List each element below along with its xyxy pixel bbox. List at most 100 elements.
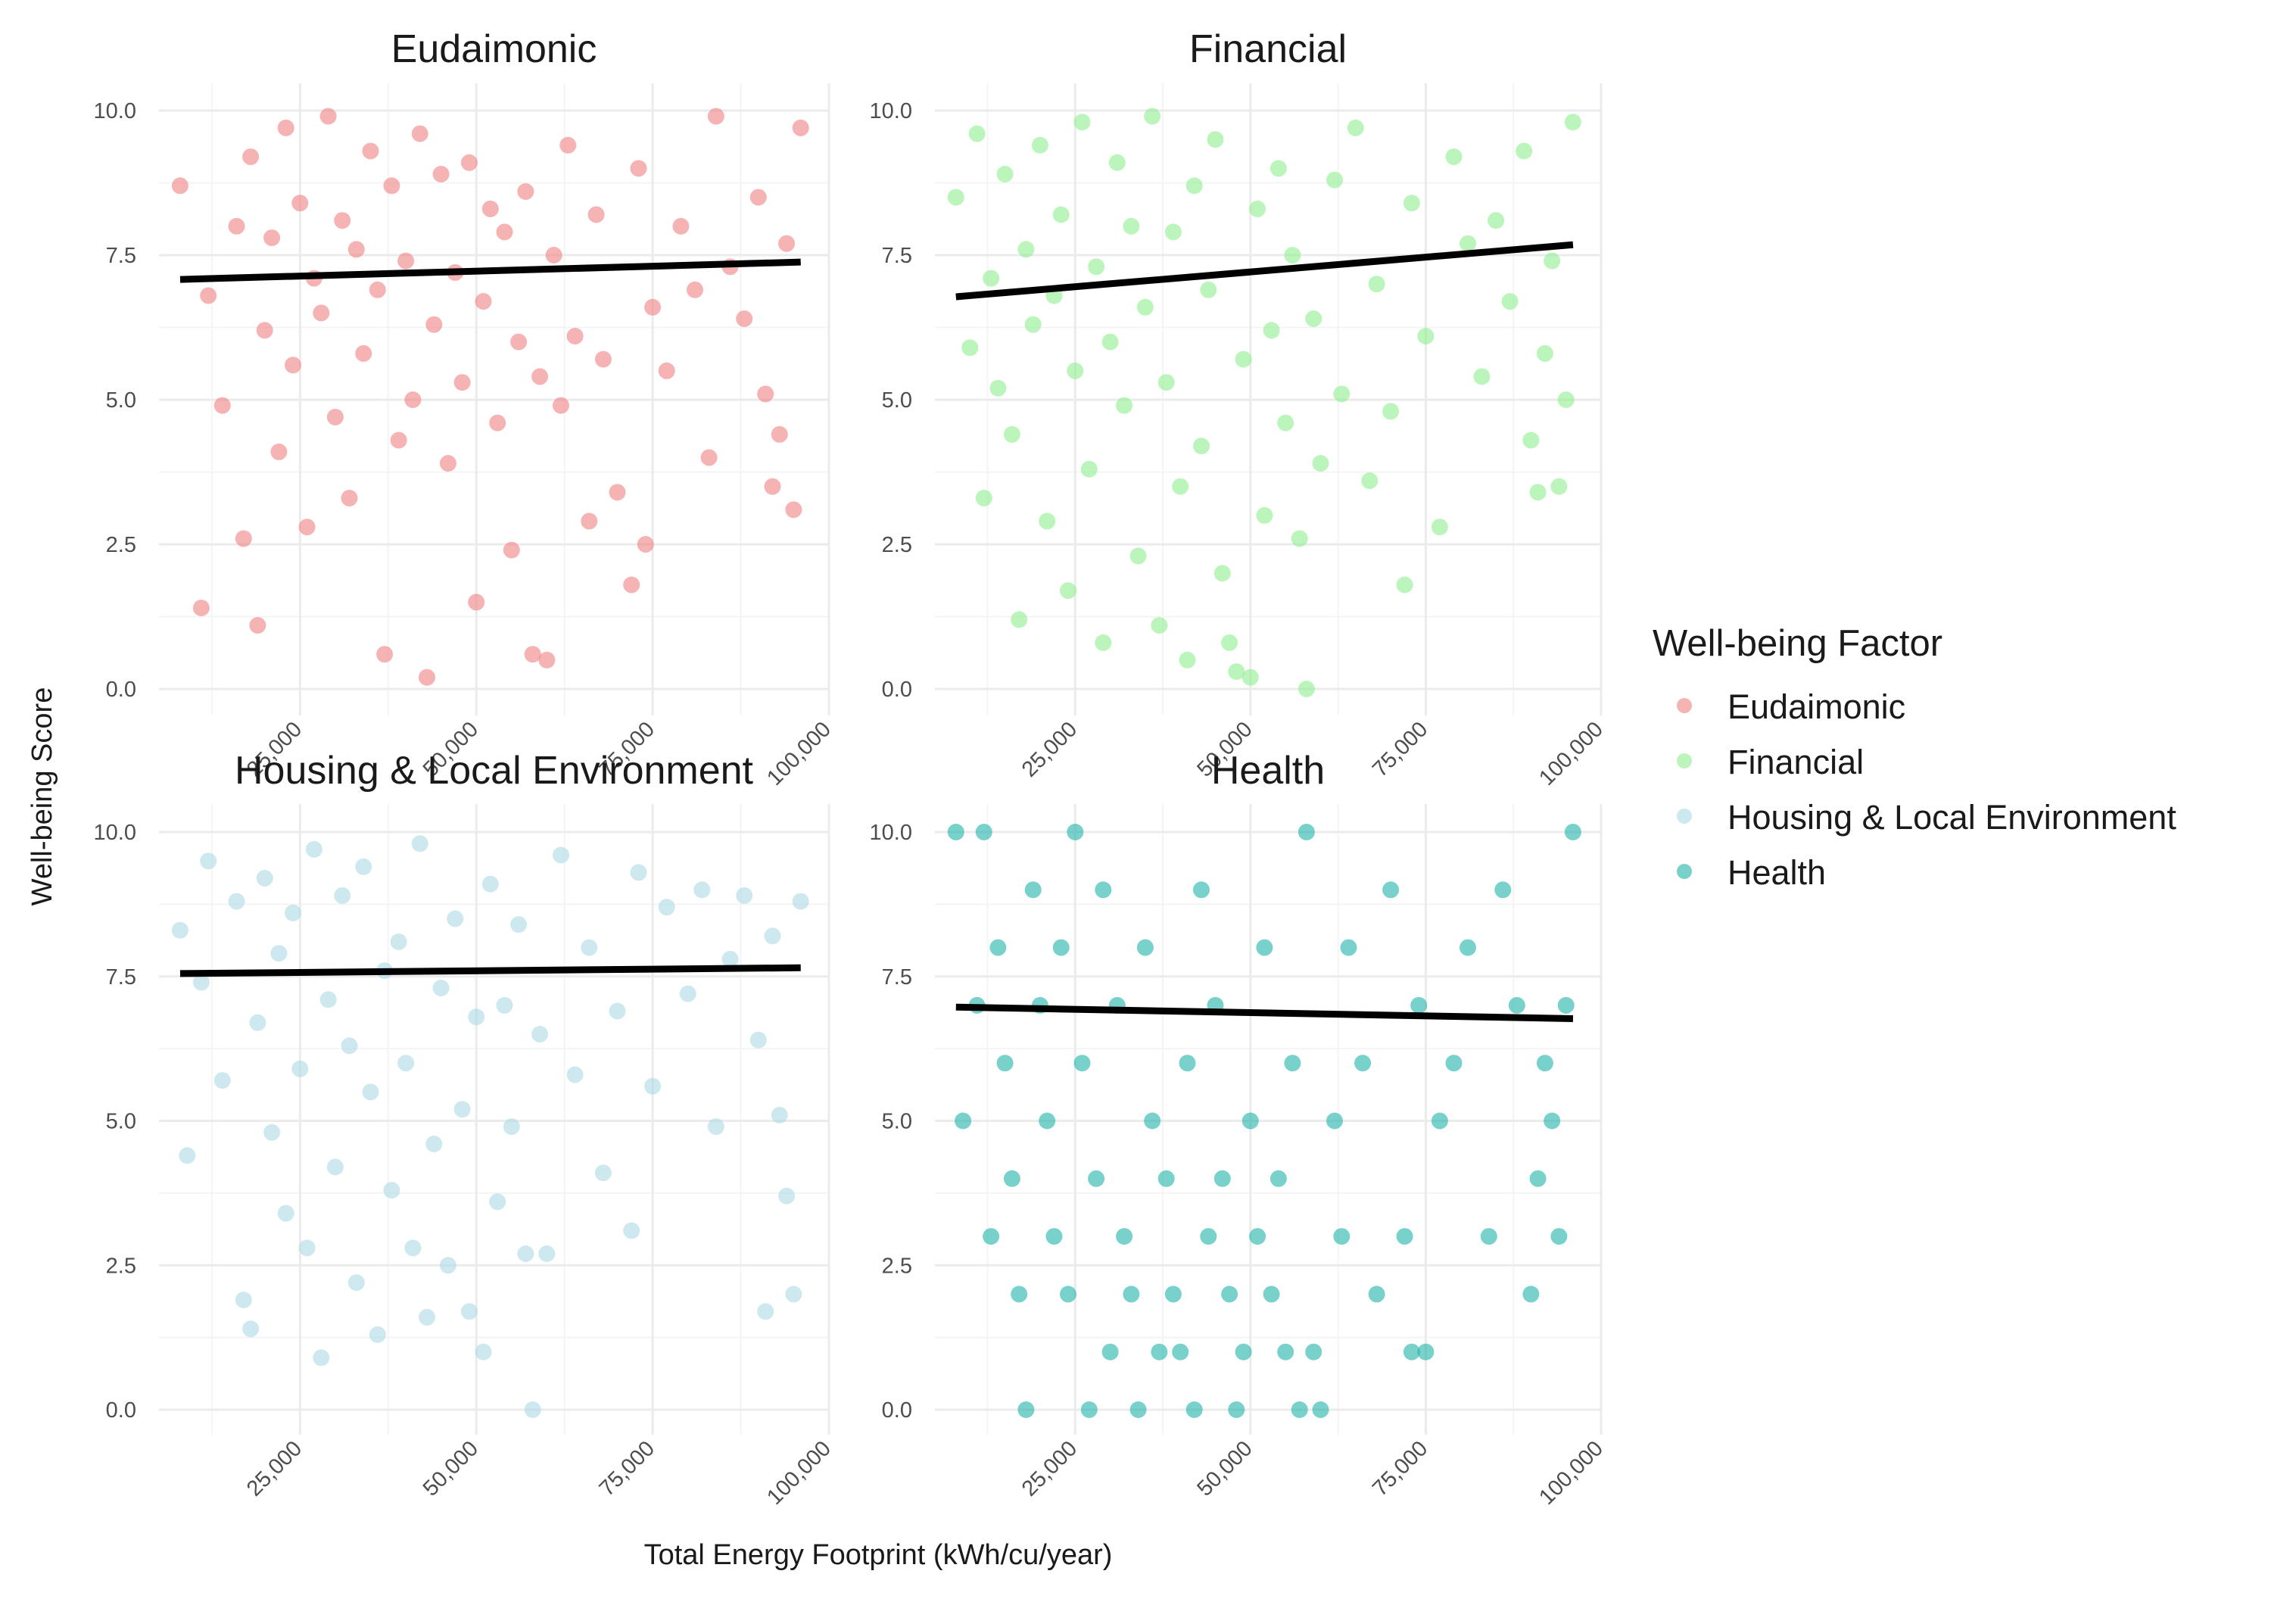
data-point xyxy=(1221,1286,1238,1303)
data-point xyxy=(524,646,541,663)
trend-line-eudaimonic xyxy=(179,258,801,283)
data-point xyxy=(771,1106,788,1124)
data-point xyxy=(285,357,301,374)
data-point xyxy=(1052,206,1070,223)
data-point xyxy=(736,887,753,904)
data-point xyxy=(249,617,266,634)
data-point xyxy=(496,223,513,241)
data-point xyxy=(1550,1228,1568,1245)
data-point xyxy=(1060,1286,1076,1303)
y-tick-label: 7.5 xyxy=(882,965,912,990)
legend-key-housing xyxy=(1677,809,1692,824)
data-point xyxy=(1417,328,1435,344)
data-point xyxy=(313,304,330,322)
data-point xyxy=(764,927,781,945)
data-point xyxy=(1494,881,1512,899)
data-point xyxy=(1136,298,1154,316)
data-point xyxy=(1193,438,1210,455)
data-point xyxy=(489,1193,506,1211)
y-tick-label: 0.0 xyxy=(106,1398,136,1423)
data-point xyxy=(1172,1343,1189,1360)
data-point xyxy=(1417,1343,1435,1360)
data-point xyxy=(334,212,351,229)
points-eudaimonic xyxy=(171,108,809,686)
data-point xyxy=(383,177,400,195)
data-point xyxy=(609,484,626,501)
data-point xyxy=(1536,1055,1553,1072)
data-point xyxy=(383,1182,400,1199)
data-point xyxy=(566,1066,584,1083)
x-tick-label: 75,000 xyxy=(595,1436,659,1501)
data-point xyxy=(1200,281,1217,298)
data-point xyxy=(778,235,796,252)
data-point xyxy=(721,950,739,968)
data-point xyxy=(1003,1170,1020,1187)
data-point xyxy=(1144,1112,1161,1130)
data-point xyxy=(468,1008,485,1026)
data-point xyxy=(609,1002,626,1020)
data-point xyxy=(319,108,337,125)
data-point xyxy=(792,119,809,136)
data-point xyxy=(228,217,245,235)
data-point xyxy=(947,824,964,840)
data-point xyxy=(1544,1112,1561,1130)
legend-label-eudaimonic: Eudaimonic xyxy=(1727,687,1905,726)
data-point xyxy=(1340,939,1357,956)
data-point xyxy=(1368,276,1385,293)
y-tick-label: 7.5 xyxy=(882,244,912,268)
y-tick-label: 10.0 xyxy=(870,99,912,123)
data-point xyxy=(687,281,703,298)
data-point xyxy=(1073,1055,1091,1072)
data-point xyxy=(447,910,464,927)
y-tick-label: 5.0 xyxy=(882,388,912,413)
data-point xyxy=(983,270,1000,287)
data-point xyxy=(1129,547,1147,565)
data-point xyxy=(1403,1343,1420,1360)
data-point xyxy=(1213,565,1231,582)
x-tick-label: 25,000 xyxy=(242,1436,307,1501)
data-point xyxy=(453,374,471,391)
y-tick-label: 7.5 xyxy=(106,244,136,268)
data-point xyxy=(347,241,365,258)
data-point xyxy=(277,119,294,136)
data-point xyxy=(757,385,774,403)
data-point xyxy=(1305,310,1322,327)
data-point xyxy=(1284,247,1301,263)
legend-entry-financial: Financial xyxy=(1677,743,1864,781)
data-point xyxy=(1305,1343,1322,1360)
data-point xyxy=(1136,939,1154,956)
data-point xyxy=(1179,651,1196,669)
data-point xyxy=(1298,824,1315,840)
facet-housing-local-environment: Housing & Local Environment 0.0 2.5 5.0 7.5 1… xyxy=(94,749,836,1510)
data-point xyxy=(298,519,316,536)
data-point xyxy=(1151,617,1168,634)
data-point xyxy=(1207,131,1224,148)
data-point xyxy=(397,1055,415,1072)
data-point xyxy=(1326,1112,1343,1130)
data-point xyxy=(1291,1401,1308,1418)
data-point xyxy=(1382,881,1400,899)
data-point xyxy=(1312,1401,1329,1418)
data-point xyxy=(362,1083,379,1101)
legend-entry-eudaimonic: Eudaimonic xyxy=(1677,687,1905,726)
data-point xyxy=(1052,939,1070,956)
data-point xyxy=(213,1072,231,1089)
data-point xyxy=(630,864,647,881)
x-tick-label: 75,000 xyxy=(1368,1436,1432,1501)
data-point xyxy=(256,322,273,339)
y-tick-label: 10.0 xyxy=(94,99,136,123)
data-point xyxy=(1088,1170,1105,1187)
data-point xyxy=(785,501,802,519)
y-tick-label: 2.5 xyxy=(106,1254,136,1278)
data-point xyxy=(468,594,485,611)
data-point xyxy=(1088,258,1105,276)
legend-label-financial: Financial xyxy=(1727,743,1864,781)
data-point xyxy=(1501,293,1519,310)
data-point xyxy=(460,154,478,171)
data-point xyxy=(1116,1228,1133,1245)
data-point xyxy=(1116,397,1133,414)
data-point xyxy=(707,108,724,125)
data-point xyxy=(1060,582,1076,600)
data-point xyxy=(679,985,696,1002)
